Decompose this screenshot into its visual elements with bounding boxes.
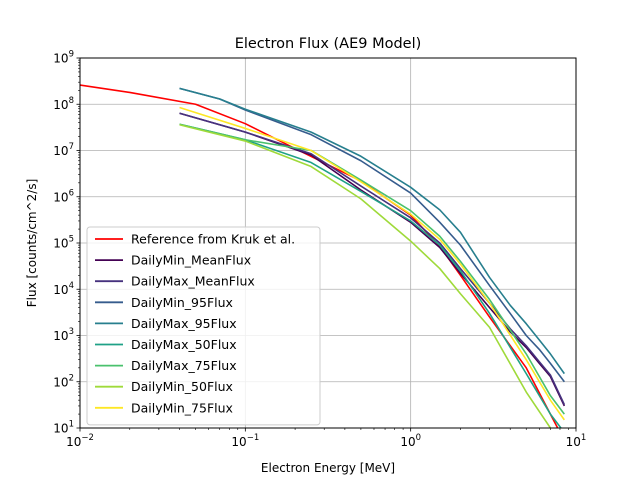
legend-box xyxy=(86,226,321,426)
y-tick-label: 107 xyxy=(53,142,74,158)
chart-title: Electron Flux (AE9 Model) xyxy=(235,36,422,52)
x-tick-label: 10−2 xyxy=(66,433,94,449)
x-tick-label: 10−1 xyxy=(231,433,259,449)
series-line-dailymax-95flux xyxy=(179,87,565,375)
legend-label-dailymax-75flux: DailyMax_75Flux xyxy=(131,358,237,373)
legend: Reference from Kruk et al. DailyMin_MeanF… xyxy=(86,226,321,426)
y-tick-label: 102 xyxy=(53,373,74,389)
axis-ticks: 10−2 10−1 100 101 101 102 103 104 105 106 107 108 10… xyxy=(53,50,586,450)
legend-label-dailymax-meanflux: DailyMax_MeanFlux xyxy=(131,274,255,289)
legend-label-dailymin-meanflux: DailyMin_MeanFlux xyxy=(131,253,251,268)
series-line-dailymin-50flux xyxy=(179,123,552,428)
series-line-dailymax-50flux xyxy=(179,123,562,428)
legend-label-dailymin-50flux: DailyMin_50Flux xyxy=(131,379,233,394)
y-tick-label: 108 xyxy=(53,96,74,112)
legend-label-dailymin-75flux: DailyMin_75Flux xyxy=(131,400,233,415)
series-line-dailymax-75flux xyxy=(179,123,565,415)
x-tick-label: 100 xyxy=(400,433,421,449)
series-line-dailymax-meanflux xyxy=(179,112,566,405)
y-axis-title: Flux [counts/cm^2/s] xyxy=(25,179,39,308)
series-lines xyxy=(80,84,566,428)
x-axis-title: Electron Energy [MeV] xyxy=(261,461,395,475)
series-line-dailymin-meanflux xyxy=(179,112,566,407)
y-tick-label: 104 xyxy=(53,281,74,297)
y-tick-label: 109 xyxy=(53,50,74,66)
legend-label-reference-from-kruk-et-al: Reference from Kruk et al. xyxy=(131,232,295,247)
legend-label-dailymax-50flux: DailyMax_50Flux xyxy=(131,337,237,352)
x-tick-label: 101 xyxy=(566,433,587,449)
y-tick-label: 106 xyxy=(53,188,74,204)
y-tick-label: 101 xyxy=(53,420,74,436)
series-line-dailymin-75flux xyxy=(179,106,565,421)
y-tick-label: 105 xyxy=(53,235,74,251)
series-line-dailymin-95flux xyxy=(179,87,565,383)
y-tick-label: 103 xyxy=(53,327,74,343)
legend-label-dailymin-95flux: DailyMin_95Flux xyxy=(131,295,233,310)
legend-label-dailymax-95flux: DailyMax_95Flux xyxy=(131,316,237,331)
